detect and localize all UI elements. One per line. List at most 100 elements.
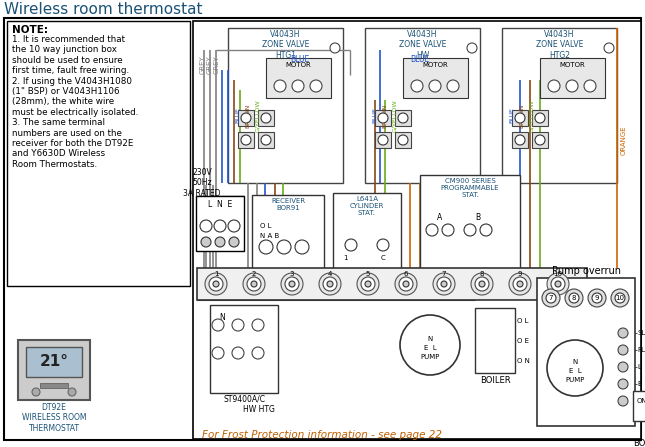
Circle shape	[229, 237, 239, 247]
Circle shape	[399, 277, 413, 291]
Circle shape	[548, 80, 560, 92]
Circle shape	[398, 113, 408, 123]
Text: CM900 SERIES
PROGRAMMABLE
STAT.: CM900 SERIES PROGRAMMABLE STAT.	[441, 178, 499, 198]
Bar	[258, 110, 274, 126]
Text: V4043H
ZONE VALVE
HTG2: V4043H ZONE VALVE HTG2	[536, 30, 583, 60]
Text: ON: ON	[637, 398, 645, 404]
Text: E  L: E L	[424, 345, 437, 351]
Circle shape	[442, 224, 454, 236]
Circle shape	[551, 277, 565, 291]
Text: L641A
CYLINDER
STAT.: L641A CYLINDER STAT.	[350, 196, 384, 216]
Bar	[420, 175, 520, 270]
Text: N: N	[428, 336, 433, 342]
Text: BLUE: BLUE	[290, 55, 310, 64]
Circle shape	[214, 220, 226, 232]
Circle shape	[535, 113, 545, 123]
Circle shape	[611, 289, 629, 307]
Bar	[375, 132, 391, 148]
Circle shape	[411, 80, 423, 92]
Circle shape	[295, 240, 309, 254]
Text: 3: 3	[290, 271, 294, 277]
Circle shape	[398, 135, 408, 145]
Text: O L: O L	[260, 223, 272, 229]
Text: G/YELLOW: G/YELLOW	[255, 99, 261, 132]
Circle shape	[378, 113, 388, 123]
Text: PUMP: PUMP	[565, 377, 584, 383]
Circle shape	[403, 281, 409, 287]
Text: L  N  E: L N E	[208, 200, 232, 209]
Text: PL: PL	[637, 347, 645, 353]
Circle shape	[604, 43, 614, 53]
Circle shape	[437, 277, 451, 291]
Text: BLUE: BLUE	[510, 108, 515, 123]
Bar	[210, 305, 278, 393]
Text: 6: 6	[404, 271, 408, 277]
Circle shape	[319, 273, 341, 295]
Circle shape	[212, 347, 224, 359]
Circle shape	[289, 281, 295, 287]
Text: V4043H
ZONE VALVE
HTG1: V4043H ZONE VALVE HTG1	[262, 30, 309, 60]
Circle shape	[475, 277, 489, 291]
Bar	[238, 132, 254, 148]
Circle shape	[515, 113, 525, 123]
Text: C: C	[381, 255, 385, 261]
Circle shape	[205, 273, 227, 295]
Text: DT92E
WIRELESS ROOM
THERMOSTAT: DT92E WIRELESS ROOM THERMOSTAT	[22, 403, 86, 433]
Text: BLUE: BLUE	[373, 108, 377, 123]
Circle shape	[212, 319, 224, 331]
Circle shape	[547, 340, 603, 396]
Text: For Frost Protection information - see page 22: For Frost Protection information - see p…	[202, 430, 442, 440]
Circle shape	[515, 135, 525, 145]
Circle shape	[467, 43, 477, 53]
Bar	[228, 28, 343, 183]
Text: BOILER: BOILER	[633, 439, 645, 447]
Text: MOTOR: MOTOR	[286, 62, 312, 68]
Bar	[512, 132, 528, 148]
Circle shape	[259, 240, 273, 254]
Text: GREY: GREY	[200, 55, 206, 74]
Bar	[475, 308, 515, 373]
Text: BOILER: BOILER	[480, 376, 510, 385]
Bar	[502, 28, 617, 183]
Text: PUMP: PUMP	[421, 354, 440, 360]
Text: NOTE:: NOTE:	[12, 25, 48, 35]
Circle shape	[584, 80, 596, 92]
Text: 5: 5	[366, 271, 370, 277]
Circle shape	[377, 239, 389, 251]
Text: ST9400A/C: ST9400A/C	[223, 395, 265, 404]
Circle shape	[441, 281, 447, 287]
Circle shape	[281, 273, 303, 295]
Circle shape	[251, 281, 257, 287]
Circle shape	[209, 277, 223, 291]
Circle shape	[241, 113, 251, 123]
Text: 9: 9	[518, 271, 522, 277]
Text: E: E	[637, 381, 641, 387]
Circle shape	[274, 80, 286, 92]
Text: BROWN: BROWN	[246, 103, 250, 128]
Text: Pump overrun: Pump overrun	[551, 266, 620, 276]
Text: 2: 2	[252, 271, 256, 277]
Text: MOTOR: MOTOR	[560, 62, 586, 68]
Circle shape	[618, 328, 628, 338]
Text: A: A	[437, 213, 442, 222]
Text: O L: O L	[517, 318, 528, 324]
Circle shape	[285, 277, 299, 291]
Circle shape	[200, 220, 212, 232]
Circle shape	[247, 277, 261, 291]
Circle shape	[618, 362, 628, 372]
Circle shape	[542, 289, 560, 307]
Bar	[266, 58, 331, 98]
Text: N: N	[219, 313, 225, 322]
Text: 1. It is recommended that
the 10 way junction box
should be used to ensure
first: 1. It is recommended that the 10 way jun…	[12, 35, 139, 169]
Text: 7: 7	[442, 271, 446, 277]
Text: O E: O E	[517, 338, 529, 344]
Text: 4: 4	[328, 271, 332, 277]
Circle shape	[261, 135, 271, 145]
Circle shape	[535, 135, 545, 145]
Bar	[196, 196, 244, 251]
Circle shape	[241, 135, 251, 145]
Text: BLUE: BLUE	[235, 108, 241, 123]
Bar	[395, 132, 411, 148]
Bar	[258, 132, 274, 148]
Circle shape	[429, 80, 441, 92]
